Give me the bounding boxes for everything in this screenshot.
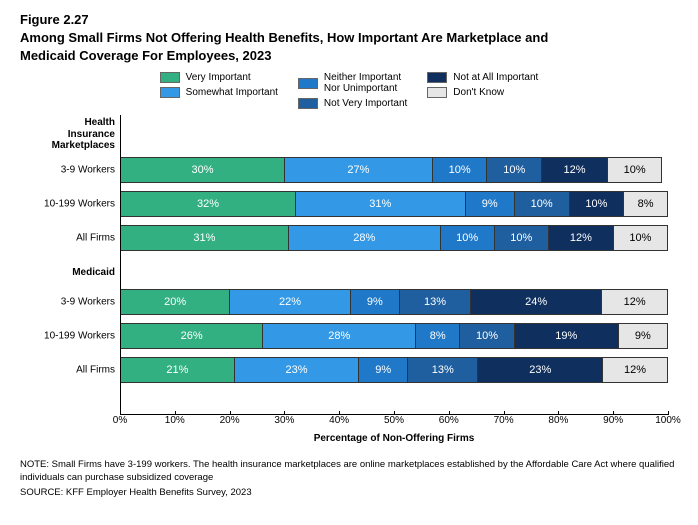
x-tick-label: 50% [384, 415, 404, 426]
x-tick-label: 30% [274, 415, 294, 426]
title-line-1: Among Small Firms Not Offering Health Be… [20, 30, 548, 45]
segment-somewhat-important: 22% [230, 289, 350, 315]
segment-very-important: 30% [121, 157, 285, 183]
segment-not-very: 13% [400, 289, 471, 315]
legend-label: Neither ImportantNor Unimportant [324, 72, 401, 94]
segment-very-important: 20% [121, 289, 230, 315]
x-tick-label: 20% [220, 415, 240, 426]
legend-item-somewhat-important: Somewhat Important [160, 87, 278, 98]
segment-not-very: 10% [495, 225, 549, 251]
legend-label: Very Important [186, 72, 251, 83]
legend-item-not-at-all: Not at All Important [427, 72, 538, 83]
segment-dont-know: 8% [624, 191, 668, 217]
row-label: 10-199 Workers [26, 199, 121, 210]
legend-item-dont-know: Don't Know [427, 87, 538, 98]
legend-item-neither: Neither ImportantNor Unimportant [298, 72, 407, 94]
legend-label: Somewhat Important [186, 87, 278, 98]
x-tick-label: 10% [165, 415, 185, 426]
segment-not-at-all: 10% [570, 191, 625, 217]
legend-label: Not Very Important [324, 98, 407, 109]
segment-dont-know: 10% [614, 225, 668, 251]
legend-item-very-important: Very Important [160, 72, 278, 83]
segment-neither: 9% [359, 357, 408, 383]
bar-row: 3-9 Workers30%27%10%10%12%10% [121, 157, 668, 183]
bar-row: All Firms31%28%10%10%12%10% [121, 225, 668, 251]
segment-very-important: 21% [121, 357, 235, 383]
segment-neither: 9% [466, 191, 515, 217]
footnote: NOTE: Small Firms have 3-199 workers. Th… [20, 459, 678, 485]
plot-area: HealthInsuranceMarketplaces3-9 Workers30… [120, 115, 668, 415]
segment-not-very: 13% [408, 357, 478, 383]
segment-dont-know: 12% [602, 289, 668, 315]
segment-somewhat-important: 23% [235, 357, 360, 383]
segment-not-at-all: 23% [478, 357, 603, 383]
segment-very-important: 32% [121, 191, 296, 217]
title-line-2: Medicaid Coverage For Employees, 2023 [20, 48, 271, 63]
x-tick-label: 70% [494, 415, 514, 426]
legend-swatch [427, 87, 447, 98]
segment-not-very: 10% [487, 157, 542, 183]
legend-label: Don't Know [453, 87, 504, 98]
x-tick-label: 60% [439, 415, 459, 426]
segment-neither: 10% [433, 157, 488, 183]
legend-swatch [427, 72, 447, 83]
segment-not-at-all: 24% [471, 289, 602, 315]
x-tick-label: 80% [548, 415, 568, 426]
legend-swatch [298, 98, 318, 109]
figure-title: Among Small Firms Not Offering Health Be… [20, 29, 678, 64]
x-tick-label: 40% [329, 415, 349, 426]
legend-swatch [298, 78, 318, 89]
segment-not-very: 10% [515, 191, 570, 217]
segment-dont-know: 12% [603, 357, 668, 383]
segment-not-very: 10% [460, 323, 515, 349]
legend: Very Important Somewhat Important Neither … [20, 72, 678, 109]
segment-neither: 9% [351, 289, 400, 315]
bar-row: All Firms21%23%9%13%23%12% [121, 357, 668, 383]
segment-dont-know: 10% [608, 157, 663, 183]
legend-swatch [160, 72, 180, 83]
legend-item-not-very: Not Very Important [298, 98, 407, 109]
x-tick-label: 90% [603, 415, 623, 426]
x-axis-title: Percentage of Non-Offering Firms [120, 433, 668, 444]
bar-row: 3-9 Workers20%22%9%13%24%12% [121, 289, 668, 315]
segment-somewhat-important: 28% [289, 225, 441, 251]
segment-somewhat-important: 28% [263, 323, 416, 349]
row-label: 3-9 Workers [26, 297, 121, 308]
x-axis-ticks: 0%10%20%30%40%50%60%70%80%90%100% [120, 415, 668, 431]
source-line: SOURCE: KFF Employer Health Benefits Sur… [20, 487, 678, 498]
segment-somewhat-important: 27% [285, 157, 433, 183]
segment-not-at-all: 12% [549, 225, 614, 251]
segment-somewhat-important: 31% [296, 191, 466, 217]
x-tick-label: 0% [113, 415, 127, 426]
chart: HealthInsuranceMarketplaces3-9 Workers30… [20, 115, 678, 445]
legend-swatch [160, 87, 180, 98]
row-label: 10-199 Workers [26, 331, 121, 342]
segment-dont-know: 9% [619, 323, 668, 349]
segment-very-important: 26% [121, 323, 263, 349]
segment-not-at-all: 12% [542, 157, 608, 183]
segment-very-important: 31% [121, 225, 289, 251]
segment-not-at-all: 19% [515, 323, 619, 349]
row-label: 3-9 Workers [26, 165, 121, 176]
row-label: All Firms [26, 233, 121, 244]
group-label: HealthInsuranceMarketplaces [26, 117, 121, 152]
segment-neither: 8% [416, 323, 460, 349]
x-tick-label: 100% [655, 415, 681, 426]
bar-row: 10-199 Workers26%28%8%10%19%9% [121, 323, 668, 349]
figure-number: Figure 2.27 [20, 12, 678, 27]
group-label: Medicaid [26, 267, 121, 279]
segment-neither: 10% [441, 225, 495, 251]
row-label: All Firms [26, 365, 121, 376]
bar-row: 10-199 Workers32%31%9%10%10%8% [121, 191, 668, 217]
legend-label: Not at All Important [453, 72, 538, 83]
